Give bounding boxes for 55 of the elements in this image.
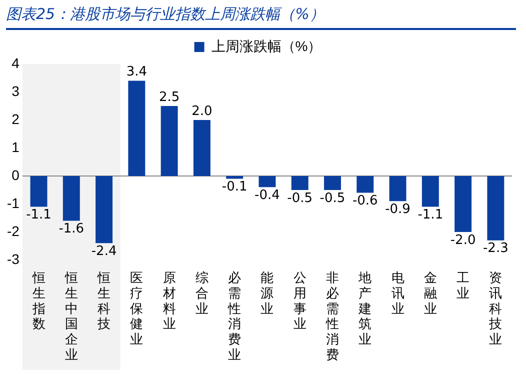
x-tick-label: 工业 [456,270,470,301]
bar [356,176,374,193]
bar [291,176,308,190]
bar [30,176,48,207]
x-tick-label: 金融业 [424,270,437,316]
bar [226,176,244,179]
x-tick-label: 地产建筑业 [358,270,372,347]
bar [193,120,210,176]
x-tick-label: 医疗保健业 [130,270,144,347]
y-tick-label: 4 [12,54,20,71]
x-tick-label: 恒生科技 [96,270,111,332]
text: -1.6 [58,222,84,237]
text: -0.6 [352,194,378,209]
bar [128,80,146,176]
bar [96,176,113,244]
y-tick-label: -3 [6,250,20,267]
x-tick-label: 恒生指数 [31,270,46,332]
text: 2.0 [192,104,212,119]
bar [160,106,178,176]
text: -2.0 [450,232,476,248]
y-tick-label: 2 [12,110,20,127]
text: -0.1 [222,180,248,195]
text: -1.1 [418,208,444,223]
text: 2.5 [158,90,180,105]
text: -0.4 [254,188,280,204]
legend-label: 上周涨跌幅（%） [211,38,322,54]
y-tick-label: -2 [6,222,20,239]
y-tick-label: 3 [12,82,20,99]
x-tick-label: 电讯业 [391,270,404,316]
text: -1.1 [26,208,52,223]
y-tick-label: 1 [12,138,20,155]
text: -2.4 [91,244,117,260]
bar [62,176,80,221]
y-tick-label: -1 [6,194,20,211]
x-tick-label: 公用事业 [293,270,306,332]
bar [389,176,406,202]
x-tick-label: 必需性消费业 [227,270,242,362]
text: -2.3 [482,241,508,256]
bar [422,176,439,207]
bar [454,176,472,232]
text: 3.4 [126,64,148,80]
bar [324,176,341,190]
text: -0.5 [287,190,313,206]
text: -0.5 [320,190,346,206]
x-tick-label: 综合业 [195,270,208,316]
y-tick-label: 0 [12,166,20,183]
x-tick-label: 资讯科技业 [488,270,502,347]
x-tick-label: 原材料业 [162,270,176,332]
x-tick-label: 恒生中国企业 [64,270,78,362]
bar [487,176,504,240]
chart-title: 图表25：港股市场与行业指数上周涨跌幅（%） [6,0,516,30]
bar [258,176,276,188]
x-tick-label: 非必需性消费 [325,270,339,362]
x-tick-label: 能源业 [260,270,274,316]
text: -0.9 [385,202,410,218]
